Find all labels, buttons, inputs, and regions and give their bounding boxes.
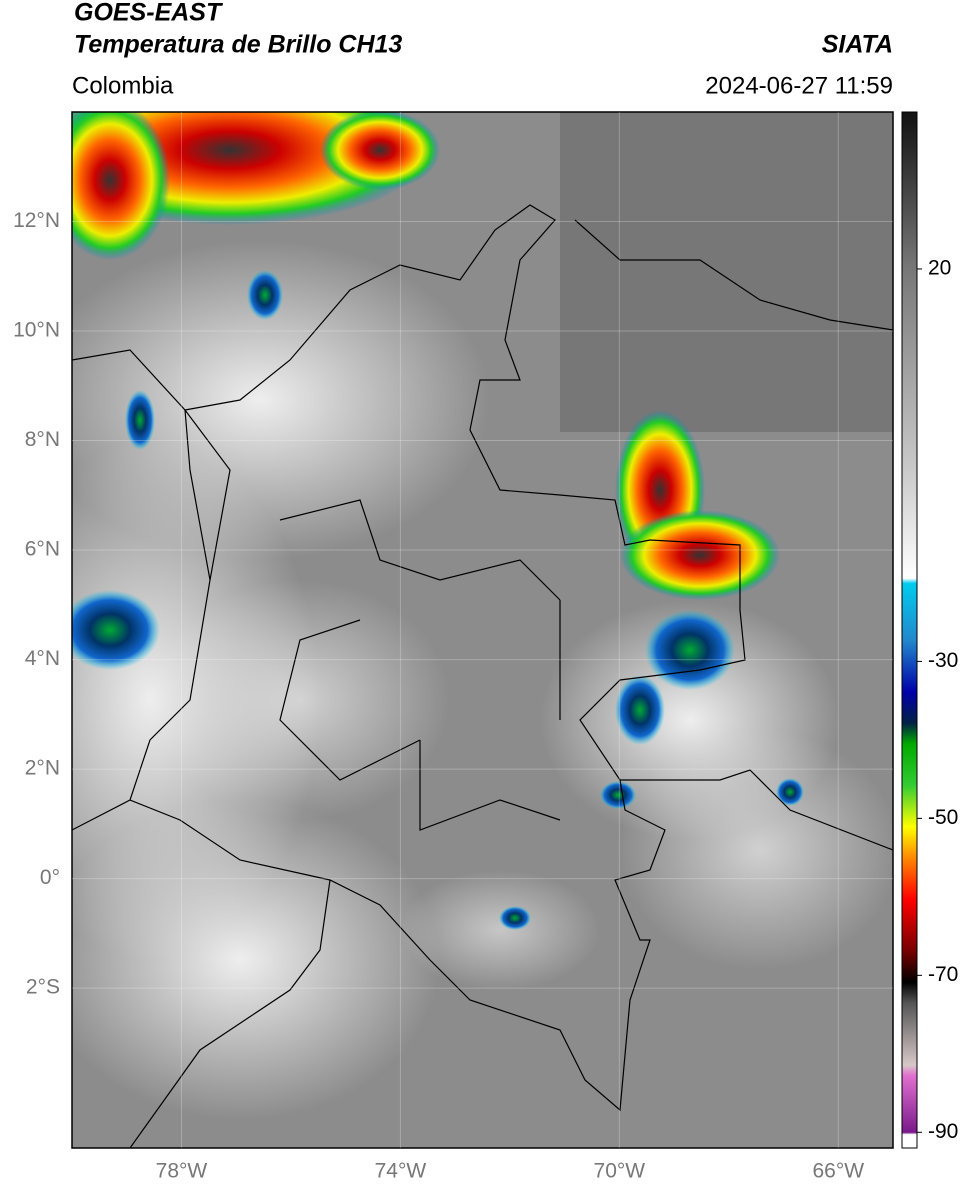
region: Colombia [72,72,174,99]
lat-tick-label: 8°N [25,428,60,451]
lat-tick-label: 6°N [25,538,60,561]
colorbar-tick-label: -70 [928,963,958,986]
timestamp: 2024-06-27 11:59 [705,72,893,99]
colorbar [901,111,918,1149]
lat-tick-label: 10°N [13,319,60,342]
map-frame [71,111,894,1149]
lat-tick-label: 0° [40,866,60,889]
colorbar-tick-label: -50 [928,806,958,829]
lon-tick-label: 74°W [375,1160,427,1183]
lon-tick-label: 70°W [594,1160,646,1183]
lon-tick-label: 78°W [156,1160,208,1183]
colorbar-tick-label: -90 [928,1120,958,1143]
title-line1: GOES-EAST [74,0,224,27]
lon-tick-label: 66°W [812,1160,864,1183]
title-line2: Temperatura de Brillo CH13 [74,31,402,59]
colorbar-tick-label: 20 [928,257,951,280]
colorbar-tick-label: -30 [928,649,958,672]
lat-tick-label: 2°N [25,757,60,780]
imagery [72,112,893,1148]
source: SIATA [822,31,893,59]
lat-tick-label: 4°N [25,647,60,670]
lat-tick-label: 2°S [26,976,60,999]
lat-tick-label: 12°N [13,209,60,232]
